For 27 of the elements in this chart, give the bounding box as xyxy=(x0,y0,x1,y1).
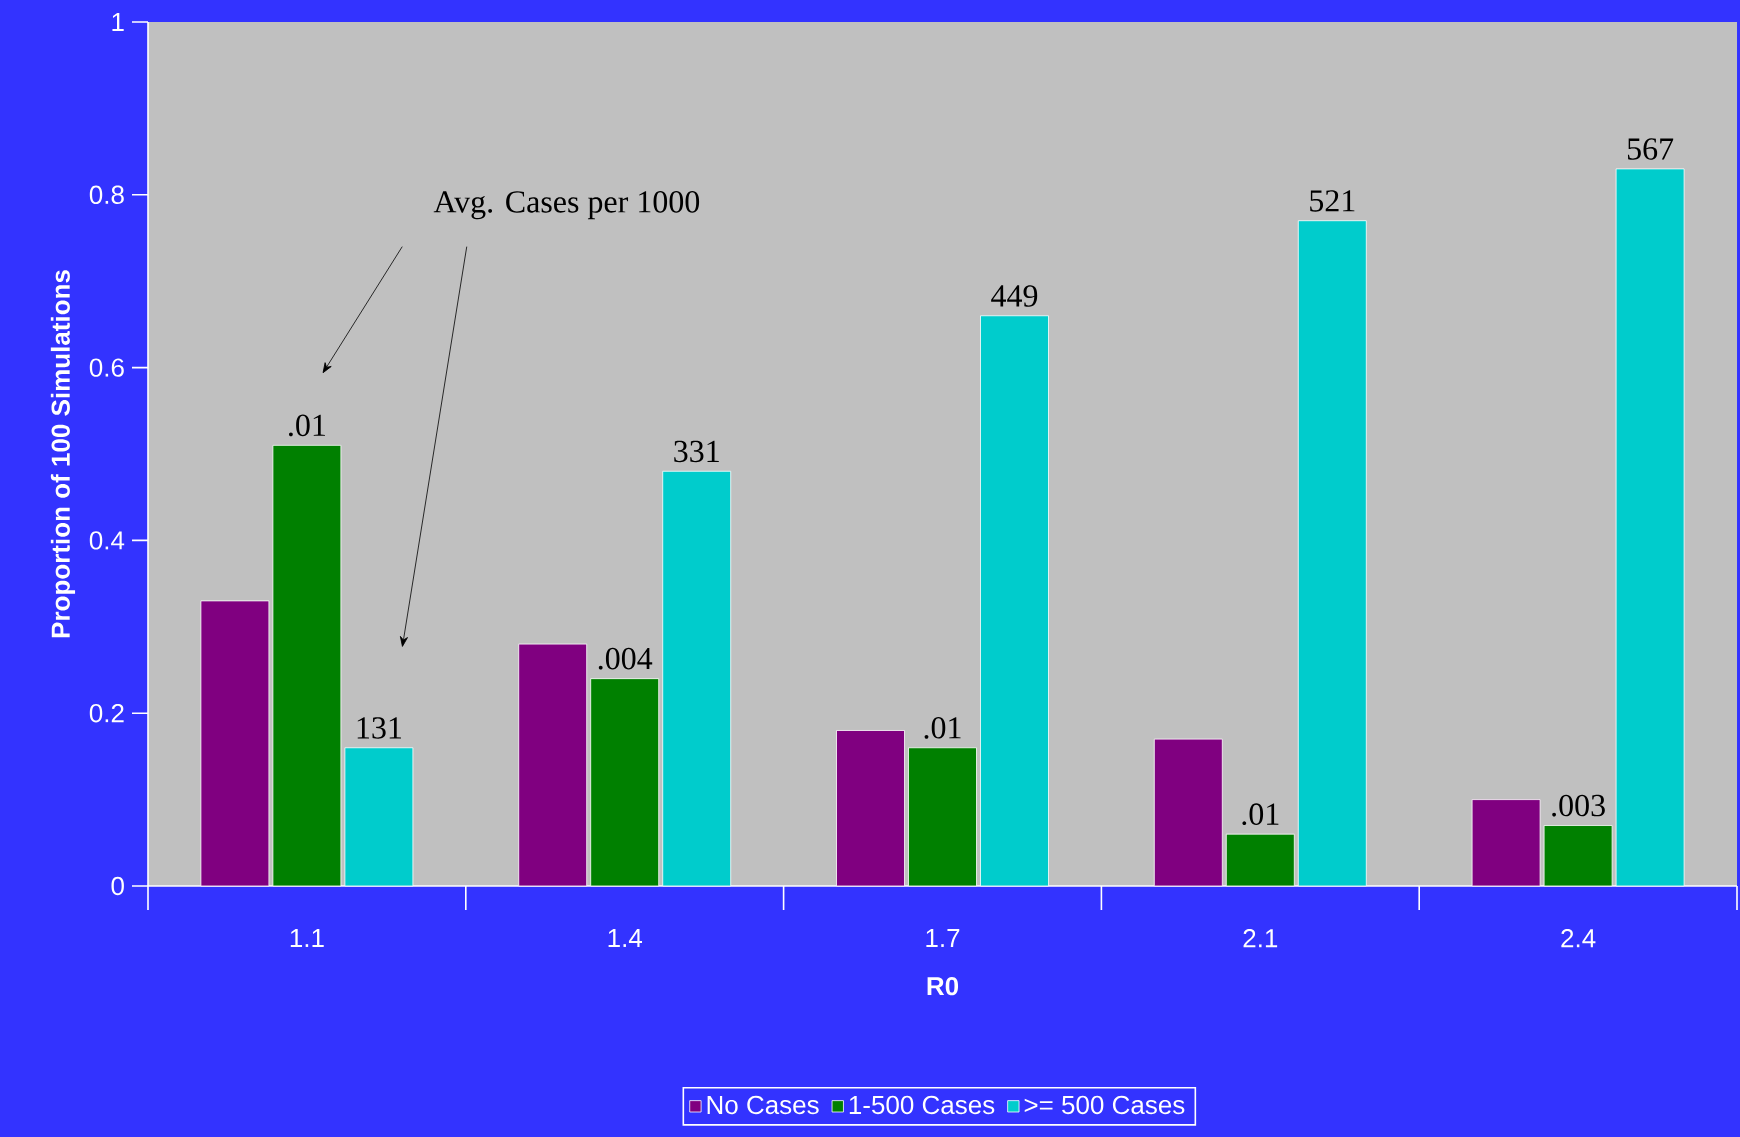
y-tick-label: 0.6 xyxy=(89,358,124,377)
annotation: .004 xyxy=(598,647,653,670)
annotation: .01 xyxy=(289,414,325,437)
y-tick-label: 0.4 xyxy=(89,531,125,550)
annotation: 521 xyxy=(1310,190,1355,212)
x-axis-title: R0 xyxy=(927,976,959,996)
x-tick-label: 2.1 xyxy=(1243,929,1278,948)
y-tick-label: 0.8 xyxy=(89,185,124,204)
x-tick-label: 1.7 xyxy=(926,929,960,947)
annotation: .003 xyxy=(1552,794,1605,817)
annotation: 567 xyxy=(1627,138,1674,160)
x-tick-label: 2.4 xyxy=(1561,929,1596,948)
annotation: 449 xyxy=(991,285,1038,307)
annotation: Avg. Cases per 1000 xyxy=(433,191,700,220)
annotation: .01 xyxy=(1242,803,1279,826)
annotation: .01 xyxy=(924,716,961,739)
x-tick-label: 1.1 xyxy=(290,929,324,947)
y-axis-title: Proportion of 100 Simulations xyxy=(50,270,76,638)
x-tick-label: 1.4 xyxy=(608,929,643,947)
y-tick-label: 0 xyxy=(111,876,124,896)
y-tick-label: 1 xyxy=(112,13,124,31)
legend-label: >= 500 Cases xyxy=(1024,1095,1185,1115)
annotation: 131 xyxy=(357,717,401,739)
y-tick-label: 0.2 xyxy=(89,703,124,723)
legend-label: 1-500 Cases xyxy=(849,1095,995,1115)
annotation: 331 xyxy=(674,440,719,463)
legend-label: No Cases xyxy=(707,1095,819,1115)
